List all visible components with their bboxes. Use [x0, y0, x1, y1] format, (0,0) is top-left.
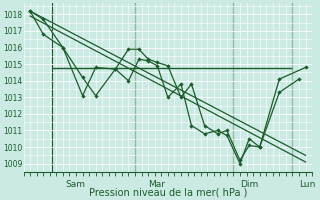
Text: Sam: Sam — [66, 180, 85, 189]
X-axis label: Pression niveau de la mer( hPa ): Pression niveau de la mer( hPa ) — [89, 187, 247, 197]
Text: Dim: Dim — [240, 180, 258, 189]
Text: Mar: Mar — [148, 180, 165, 189]
Text: Lun: Lun — [299, 180, 316, 189]
